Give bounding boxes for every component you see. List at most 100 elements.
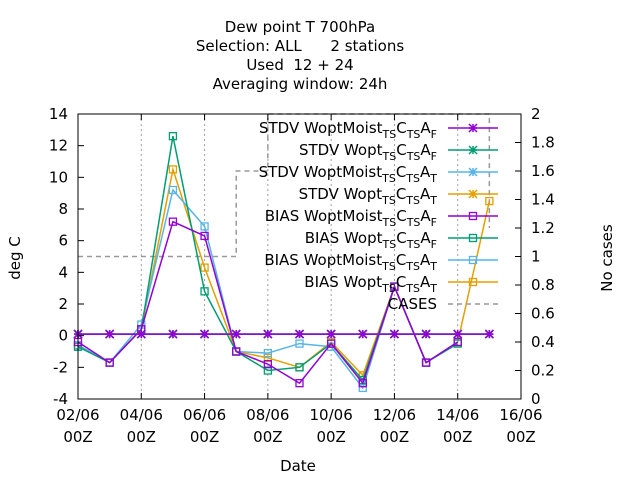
data-point xyxy=(453,329,463,339)
y2-tick-label: 2 xyxy=(531,105,541,123)
legend-label: STDV WoptMoistTSCTSAF xyxy=(259,119,437,141)
data-point xyxy=(468,167,478,177)
legend-entry: CASES xyxy=(388,295,498,313)
x-tick-label: 14/06 xyxy=(436,406,479,424)
title-line-1: Dew point T 700hPa xyxy=(225,18,375,36)
series-layer xyxy=(73,113,494,393)
data-point xyxy=(421,329,431,339)
data-point xyxy=(263,360,273,369)
data-point xyxy=(326,329,336,339)
y2-axis-label: No cases xyxy=(598,224,616,292)
y-tick-label: 4 xyxy=(58,263,68,281)
x-tick-label: 00Z xyxy=(506,428,535,446)
x-axis-label: Date xyxy=(280,457,316,475)
x-tick-label: 16/06 xyxy=(499,406,542,424)
data-point xyxy=(485,196,494,206)
data-point xyxy=(168,329,178,339)
y-tick-label: 2 xyxy=(58,295,68,313)
y2-tick-label: 0.6 xyxy=(531,305,555,323)
data-point xyxy=(390,282,399,291)
series-group xyxy=(78,113,491,258)
x-tick-label: 00Z xyxy=(127,428,156,446)
title-line-2: Selection: ALL 2 stations xyxy=(196,37,404,55)
y2-tick-label: 1.8 xyxy=(531,134,555,152)
x-tick-label: 00Z xyxy=(190,428,219,446)
data-point xyxy=(263,348,273,358)
data-point xyxy=(168,165,178,174)
y2-tick-label: 1 xyxy=(531,248,541,266)
series-line xyxy=(78,113,491,258)
series-group xyxy=(73,217,462,388)
x-tick-label: 00Z xyxy=(63,428,92,446)
y-tick-label: 8 xyxy=(58,200,68,218)
data-point xyxy=(295,379,304,388)
data-point xyxy=(468,211,478,221)
data-point xyxy=(453,337,462,347)
x-tick-label: 04/06 xyxy=(120,406,163,424)
legend-entry: BIAS WoptMoistTSCTSAT xyxy=(264,251,498,273)
x-tick-label: 00Z xyxy=(316,428,345,446)
legend-label: BIAS WoptMoistTSCTSAF xyxy=(265,207,437,229)
title-line-3: Used 12 + 24 xyxy=(246,56,353,74)
data-point xyxy=(358,379,367,388)
data-point xyxy=(389,329,399,339)
data-point xyxy=(468,123,478,133)
data-point xyxy=(105,329,115,339)
data-point xyxy=(168,132,178,141)
y2-tick-label: 1.4 xyxy=(531,191,555,209)
data-point xyxy=(421,358,431,367)
y2-tick-label: 1.6 xyxy=(531,162,555,180)
title-line-4: Averaging window: 24h xyxy=(213,75,388,93)
data-point xyxy=(468,233,478,243)
data-point xyxy=(468,277,478,287)
legend-entry: BIAS WoptMoistTSCTSAF xyxy=(265,207,498,229)
legend-entry: BIAS WoptTSCTSAF xyxy=(305,229,498,251)
series-line xyxy=(77,220,459,385)
y-tick-label: 0 xyxy=(58,327,68,345)
x-tick-label: 00Z xyxy=(443,428,472,446)
series-group xyxy=(73,329,494,339)
legend-entry: STDV WoptTSCTSAT xyxy=(299,185,498,207)
data-point xyxy=(263,366,273,375)
data-point xyxy=(358,383,367,393)
data-point xyxy=(105,358,114,367)
y-tick-label: 12 xyxy=(49,137,68,155)
y-axis-label: deg C xyxy=(6,236,24,280)
y2-tick-label: 1.2 xyxy=(531,219,555,237)
y2-tick-label: 0.2 xyxy=(531,362,555,380)
y-tick-label: 10 xyxy=(49,168,68,186)
x-tick-label: 00Z xyxy=(380,428,409,446)
y-tick-label: 14 xyxy=(49,105,68,123)
legend-label: BIAS WoptMoistTSCTSAT xyxy=(264,251,437,273)
data-point xyxy=(326,339,336,348)
legend-label: STDV WoptTSCTSAT xyxy=(299,185,438,207)
data-point xyxy=(468,189,478,199)
axes: 02/06 00Z 04/06 00Z 06/06 00Z 08/06 00Z 10/06 00Z… xyxy=(49,105,555,446)
data-point xyxy=(484,329,494,339)
data-point xyxy=(295,339,304,348)
data-point xyxy=(136,329,146,339)
data-point xyxy=(295,363,304,372)
legend-entry: STDV WoptTSCTSAF xyxy=(299,141,498,163)
x-tick-label: 08/06 xyxy=(246,406,289,424)
data-point xyxy=(200,263,209,272)
legend-label: STDV WoptTSCTSAF xyxy=(299,141,437,163)
legend-entry: STDV WoptMoistTSCTSAF xyxy=(259,119,498,141)
x-tick-label: 10/06 xyxy=(310,406,353,424)
data-point xyxy=(294,329,305,339)
data-point xyxy=(263,329,273,339)
data-point xyxy=(231,329,241,339)
data-point xyxy=(468,145,478,155)
data-point xyxy=(200,329,210,339)
y2-tick-label: 0.4 xyxy=(531,333,555,351)
x-tick-label: 06/06 xyxy=(183,406,226,424)
legend-label: BIAS WoptTSCTSAF xyxy=(305,229,437,251)
legend-label: STDV WoptMoistTSCTSAT xyxy=(259,163,438,185)
data-point xyxy=(168,185,178,195)
legend-label: BIAS WoptTSCTSAT xyxy=(304,273,437,295)
y-tick-label: -4 xyxy=(53,390,68,408)
y2-tick-label: 0 xyxy=(531,390,541,408)
legend-entry: BIAS WoptTSCTSAT xyxy=(304,273,498,295)
